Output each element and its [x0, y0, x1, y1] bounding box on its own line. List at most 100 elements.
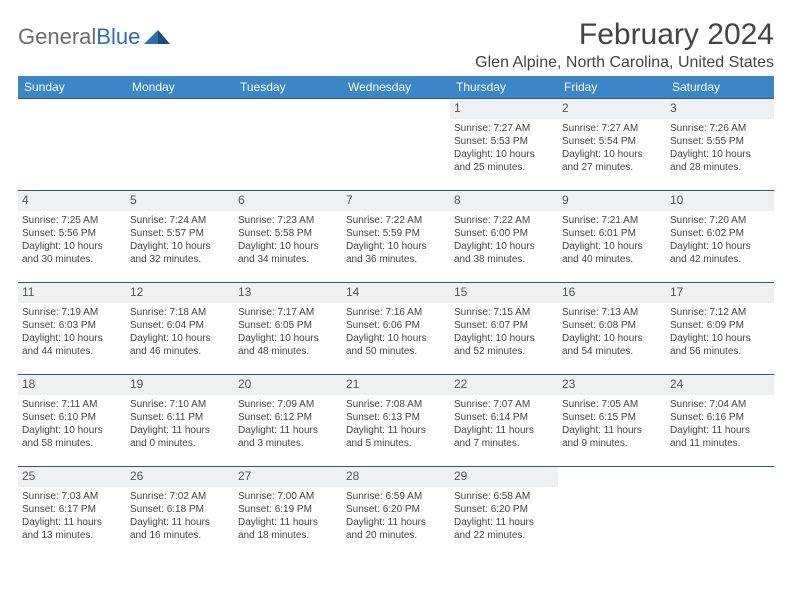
daylight1-text: Daylight: 10 hours: [670, 240, 770, 253]
daylight1-text: Daylight: 10 hours: [454, 148, 554, 161]
page-header: GeneralBlue February 2024 Glen Alpine, N…: [18, 18, 774, 72]
daylight1-text: Daylight: 11 hours: [562, 424, 662, 437]
calendar-empty-cell: [234, 99, 342, 191]
daylight2-text: and 50 minutes.: [346, 345, 446, 358]
day-number: 4: [18, 191, 126, 211]
sunset-text: Sunset: 6:04 PM: [130, 319, 230, 332]
sunrise-text: Sunrise: 7:17 AM: [238, 306, 338, 319]
sunrise-text: Sunrise: 7:10 AM: [130, 398, 230, 411]
calendar-page: GeneralBlue February 2024 Glen Alpine, N…: [0, 0, 792, 559]
sunset-text: Sunset: 6:08 PM: [562, 319, 662, 332]
day-number: 13: [234, 283, 342, 303]
day-number: 24: [666, 375, 774, 395]
calendar-day-cell: 14Sunrise: 7:16 AMSunset: 6:06 PMDayligh…: [342, 283, 450, 375]
sunrise-text: Sunrise: 7:02 AM: [130, 490, 230, 503]
day-number: 28: [342, 467, 450, 487]
sunrise-text: Sunrise: 7:26 AM: [670, 122, 770, 135]
sunrise-text: Sunrise: 7:00 AM: [238, 490, 338, 503]
sunset-text: Sunset: 6:15 PM: [562, 411, 662, 424]
month-title: February 2024: [475, 18, 774, 52]
sunset-text: Sunset: 5:56 PM: [22, 227, 122, 240]
calendar-day-cell: 28Sunrise: 6:59 AMSunset: 6:20 PMDayligh…: [342, 467, 450, 559]
calendar-day-cell: 2Sunrise: 7:27 AMSunset: 5:54 PMDaylight…: [558, 99, 666, 191]
daylight2-text: and 25 minutes.: [454, 161, 554, 174]
calendar-day-cell: 9Sunrise: 7:21 AMSunset: 6:01 PMDaylight…: [558, 191, 666, 283]
weekday-header: Monday: [126, 76, 234, 99]
daylight2-text: and 5 minutes.: [346, 437, 446, 450]
sunset-text: Sunset: 6:12 PM: [238, 411, 338, 424]
sunrise-text: Sunrise: 7:07 AM: [454, 398, 554, 411]
calendar-day-cell: 5Sunrise: 7:24 AMSunset: 5:57 PMDaylight…: [126, 191, 234, 283]
calendar-header-row: SundayMondayTuesdayWednesdayThursdayFrid…: [18, 76, 774, 99]
logo-mark-icon: [144, 24, 170, 50]
sunrise-text: Sunrise: 7:22 AM: [454, 214, 554, 227]
day-number: 8: [450, 191, 558, 211]
sunset-text: Sunset: 6:02 PM: [670, 227, 770, 240]
sunrise-text: Sunrise: 7:03 AM: [22, 490, 122, 503]
daylight1-text: Daylight: 10 hours: [454, 240, 554, 253]
sunrise-text: Sunrise: 7:08 AM: [346, 398, 446, 411]
sunrise-text: Sunrise: 6:59 AM: [346, 490, 446, 503]
daylight2-text: and 56 minutes.: [670, 345, 770, 358]
daylight1-text: Daylight: 11 hours: [238, 424, 338, 437]
sunset-text: Sunset: 5:54 PM: [562, 135, 662, 148]
daylight2-text: and 16 minutes.: [130, 529, 230, 542]
calendar-day-cell: 24Sunrise: 7:04 AMSunset: 6:16 PMDayligh…: [666, 375, 774, 467]
weekday-header: Thursday: [450, 76, 558, 99]
daylight1-text: Daylight: 11 hours: [130, 424, 230, 437]
weekday-header: Wednesday: [342, 76, 450, 99]
day-number: 12: [126, 283, 234, 303]
weekday-header: Friday: [558, 76, 666, 99]
calendar-week-row: 11Sunrise: 7:19 AMSunset: 6:03 PMDayligh…: [18, 283, 774, 375]
day-number: 3: [666, 99, 774, 119]
day-number: 15: [450, 283, 558, 303]
daylight2-text: and 34 minutes.: [238, 253, 338, 266]
sunrise-text: Sunrise: 7:12 AM: [670, 306, 770, 319]
calendar-day-cell: 8 Sunrise: 7:22 AMSunset: 6:00 PMDaylight…: [450, 191, 558, 283]
calendar-empty-cell: [342, 99, 450, 191]
calendar-week-row: 18Sunrise: 7:11 AMSunset: 6:10 PMDayligh…: [18, 375, 774, 467]
logo-text-general: General: [18, 24, 96, 50]
sunrise-text: Sunrise: 7:25 AM: [22, 214, 122, 227]
sunset-text: Sunset: 6:07 PM: [454, 319, 554, 332]
day-number: 17: [666, 283, 774, 303]
daylight2-text: and 54 minutes.: [562, 345, 662, 358]
daylight1-text: Daylight: 10 hours: [670, 148, 770, 161]
daylight2-text: and 28 minutes.: [670, 161, 770, 174]
day-number: 25: [18, 467, 126, 487]
daylight1-text: Daylight: 10 hours: [22, 332, 122, 345]
sunrise-text: Sunrise: 7:11 AM: [22, 398, 122, 411]
calendar-day-cell: 20 Sunrise: 7:09 AMSunset: 6:12 PMDayligh…: [234, 375, 342, 467]
day-number: 26: [126, 467, 234, 487]
daylight2-text: and 32 minutes.: [130, 253, 230, 266]
day-number: 20: [234, 375, 342, 395]
sunset-text: Sunset: 6:10 PM: [22, 411, 122, 424]
daylight2-text: and 27 minutes.: [562, 161, 662, 174]
daylight1-text: Daylight: 10 hours: [238, 332, 338, 345]
calendar-empty-cell: [558, 467, 666, 559]
sunrise-text: Sunrise: 7:09 AM: [238, 398, 338, 411]
sunset-text: Sunset: 6:14 PM: [454, 411, 554, 424]
day-number: 6: [234, 191, 342, 211]
daylight2-text: and 13 minutes.: [22, 529, 122, 542]
daylight2-text: and 52 minutes.: [454, 345, 554, 358]
daylight2-text: and 40 minutes.: [562, 253, 662, 266]
sunset-text: Sunset: 6:01 PM: [562, 227, 662, 240]
calendar-week-row: 1Sunrise: 7:27 AMSunset: 5:53 PMDaylight…: [18, 99, 774, 191]
sunset-text: Sunset: 6:00 PM: [454, 227, 554, 240]
daylight2-text: and 36 minutes.: [346, 253, 446, 266]
calendar-day-cell: 15Sunrise: 7:15 AMSunset: 6:07 PMDayligh…: [450, 283, 558, 375]
calendar-day-cell: 21Sunrise: 7:08 AMSunset: 6:13 PMDayligh…: [342, 375, 450, 467]
calendar-day-cell: 3Sunrise: 7:26 AMSunset: 5:55 PMDaylight…: [666, 99, 774, 191]
daylight1-text: Daylight: 11 hours: [454, 516, 554, 529]
calendar-day-cell: 22Sunrise: 7:07 AMSunset: 6:14 PMDayligh…: [450, 375, 558, 467]
calendar-day-cell: 12Sunrise: 7:18 AMSunset: 6:04 PMDayligh…: [126, 283, 234, 375]
calendar-day-cell: 11Sunrise: 7:19 AMSunset: 6:03 PMDayligh…: [18, 283, 126, 375]
daylight1-text: Daylight: 11 hours: [346, 516, 446, 529]
daylight1-text: Daylight: 10 hours: [238, 240, 338, 253]
daylight1-text: Daylight: 10 hours: [130, 332, 230, 345]
daylight1-text: Daylight: 10 hours: [22, 424, 122, 437]
day-number: 10: [666, 191, 774, 211]
sunset-text: Sunset: 5:57 PM: [130, 227, 230, 240]
day-number: 11: [18, 283, 126, 303]
